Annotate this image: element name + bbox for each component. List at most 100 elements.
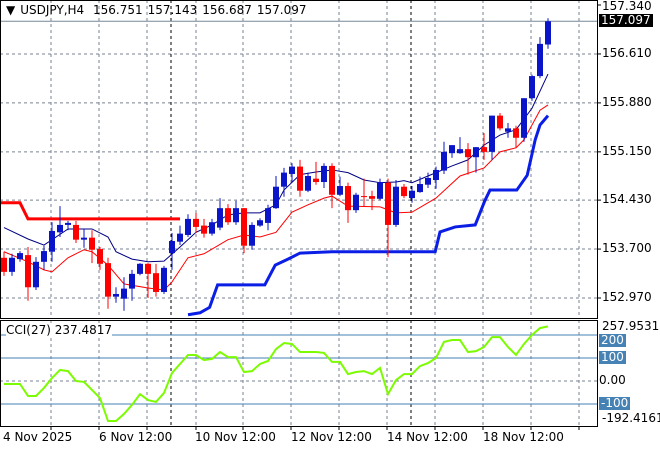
- candle-body: [529, 76, 535, 99]
- candle-body: [433, 169, 439, 181]
- candle-body: [177, 233, 183, 242]
- candle-body: [409, 190, 415, 199]
- candle-body: [33, 261, 39, 288]
- stop-line-down: [0, 201, 180, 221]
- candle-body: [65, 222, 71, 225]
- time-tick-label: 10 Nov 12:00: [195, 430, 276, 444]
- low-value: 156.687: [202, 3, 252, 17]
- stop-line-up: [187, 114, 550, 317]
- candle-body: [241, 208, 247, 246]
- candle-body: [521, 98, 527, 138]
- candle-body: [281, 172, 287, 187]
- close-value: 157.097: [256, 3, 307, 17]
- candle-body: [105, 263, 111, 297]
- candle-body: [449, 145, 455, 154]
- candle-body: [185, 218, 191, 235]
- open-value: 156.751: [93, 3, 143, 17]
- candle-body: [401, 186, 407, 197]
- symbol-label: USDJPY,H4: [20, 3, 85, 17]
- moving-average-fast: [3, 73, 549, 263]
- candle-body: [465, 149, 471, 158]
- candle-body: [545, 21, 551, 45]
- candle-body: [145, 263, 151, 274]
- cci-level-200: 200: [599, 333, 626, 347]
- candle-body: [457, 149, 463, 154]
- candle-body: [425, 177, 431, 185]
- cci-min-label: -192.4161: [602, 411, 660, 425]
- price-tick-label: 154.430: [602, 192, 652, 207]
- price-tick-label: 156.610: [602, 45, 652, 60]
- candle-body: [73, 224, 79, 240]
- candle-body: [137, 263, 143, 274]
- candle-body: [497, 115, 503, 129]
- candle-body: [481, 147, 487, 152]
- candle-body: [233, 208, 239, 223]
- candle-body: [81, 237, 87, 240]
- time-tick-label: 4 Nov 2025: [3, 430, 73, 444]
- candle-body: [113, 293, 119, 297]
- price-tick-label: 155.150: [602, 143, 652, 158]
- candle-body: [273, 186, 279, 209]
- candle-body: [265, 208, 271, 223]
- candle-body: [161, 267, 167, 292]
- main-pane-border: [0, 0, 598, 319]
- dropdown-triangle-icon[interactable]: ▼: [6, 3, 16, 17]
- price-tick-label: 152.970: [602, 290, 652, 304]
- moving-average-slow: [3, 104, 549, 291]
- candle-body: [393, 186, 399, 225]
- candle-body: [9, 257, 15, 272]
- candle-body: [377, 182, 383, 199]
- cci-pane-border: [0, 320, 598, 427]
- candle-body: [49, 230, 55, 252]
- candle-body: [1, 257, 7, 272]
- candle-body: [225, 208, 231, 223]
- price-tick-label: 153.700: [602, 241, 652, 256]
- time-tick-label: 12 Nov 12:00: [291, 430, 372, 444]
- candle-body: [537, 43, 543, 77]
- candle-body: [329, 165, 335, 195]
- candle-body: [417, 184, 423, 193]
- candle-body: [289, 166, 295, 174]
- candle-body: [201, 225, 207, 234]
- time-tick-label: 14 Nov 12:00: [387, 430, 468, 444]
- candle-body: [473, 147, 479, 158]
- candle-body: [193, 218, 199, 227]
- cci-max-label: 257.9531: [602, 319, 660, 333]
- candle-body: [313, 178, 319, 183]
- candle-body: [217, 208, 223, 228]
- candle-body: [249, 224, 255, 246]
- candle-body: [209, 222, 215, 234]
- candle-body: [337, 186, 343, 195]
- candle-body: [129, 273, 135, 289]
- candle-body: [25, 255, 31, 288]
- time-tick-label: 18 Nov 12:00: [483, 430, 564, 444]
- candle-body: [257, 220, 263, 226]
- candle-body: [153, 273, 159, 292]
- candle-body: [441, 151, 447, 171]
- candle-body: [345, 186, 351, 211]
- candle-body: [369, 196, 375, 199]
- candle-body: [169, 241, 175, 254]
- cci-label: CCI(27) 237.4817: [6, 323, 113, 337]
- candle-body: [41, 251, 47, 262]
- candle-body: [121, 288, 127, 299]
- candle-body: [513, 128, 519, 138]
- price-tick-label: 155.880: [602, 94, 652, 109]
- candle-body: [385, 182, 391, 225]
- candle-body: [305, 175, 311, 191]
- candle-body: [353, 194, 359, 211]
- cci-level-minus-100: -100: [599, 396, 631, 410]
- candle-body: [489, 115, 495, 152]
- time-tick-label: 6 Nov 12:00: [99, 430, 173, 444]
- candle-body: [505, 128, 511, 132]
- candle-body: [321, 165, 327, 183]
- candle-body: [297, 166, 303, 191]
- symbol-legend: ▼ USDJPY,H4 156.751 157.143 156.687 157.097: [6, 3, 312, 17]
- cci-line: [4, 325, 549, 423]
- candle-body: [17, 253, 23, 260]
- candle-body: [361, 196, 367, 198]
- cci-zero-label: 0.00: [599, 373, 626, 387]
- candle-body: [57, 224, 63, 233]
- high-value: 157.143: [147, 3, 198, 17]
